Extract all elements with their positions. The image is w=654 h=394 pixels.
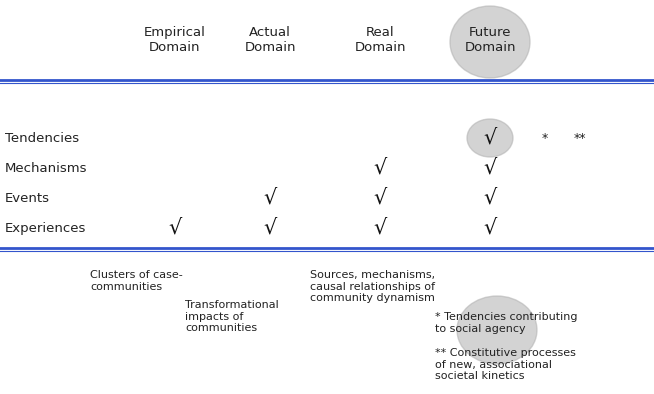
Text: Real
Domain: Real Domain [354, 26, 405, 54]
Text: Tendencies: Tendencies [5, 132, 79, 145]
Text: √: √ [264, 188, 277, 208]
Text: ** Constitutive processes
of new, associational
societal kinetics: ** Constitutive processes of new, associ… [435, 348, 576, 381]
Text: Actual
Domain: Actual Domain [244, 26, 296, 54]
Text: √: √ [483, 128, 496, 147]
Ellipse shape [450, 6, 530, 78]
Text: Transformational
impacts of
communities: Transformational impacts of communities [185, 300, 279, 333]
Ellipse shape [467, 119, 513, 157]
Text: Mechanisms: Mechanisms [5, 162, 88, 175]
Text: √: √ [373, 219, 387, 238]
Text: Clusters of case-
communities: Clusters of case- communities [90, 270, 182, 292]
Text: √: √ [483, 219, 496, 238]
Text: Future
Domain: Future Domain [464, 26, 516, 54]
Text: Experiences: Experiences [5, 221, 86, 234]
Text: √: √ [483, 158, 496, 178]
Text: *: * [542, 132, 548, 145]
Text: Empirical
Domain: Empirical Domain [144, 26, 206, 54]
Text: √: √ [483, 188, 496, 208]
Ellipse shape [457, 296, 537, 364]
Text: √: √ [264, 219, 277, 238]
Text: √: √ [168, 219, 182, 238]
Text: Sources, mechanisms,
causal relationships of
community dynamism: Sources, mechanisms, causal relationship… [310, 270, 435, 303]
Text: **: ** [574, 132, 586, 145]
Text: √: √ [373, 158, 387, 178]
Text: Events: Events [5, 191, 50, 204]
Text: √: √ [373, 188, 387, 208]
Text: * Tendencies contributing
to social agency: * Tendencies contributing to social agen… [435, 312, 577, 334]
